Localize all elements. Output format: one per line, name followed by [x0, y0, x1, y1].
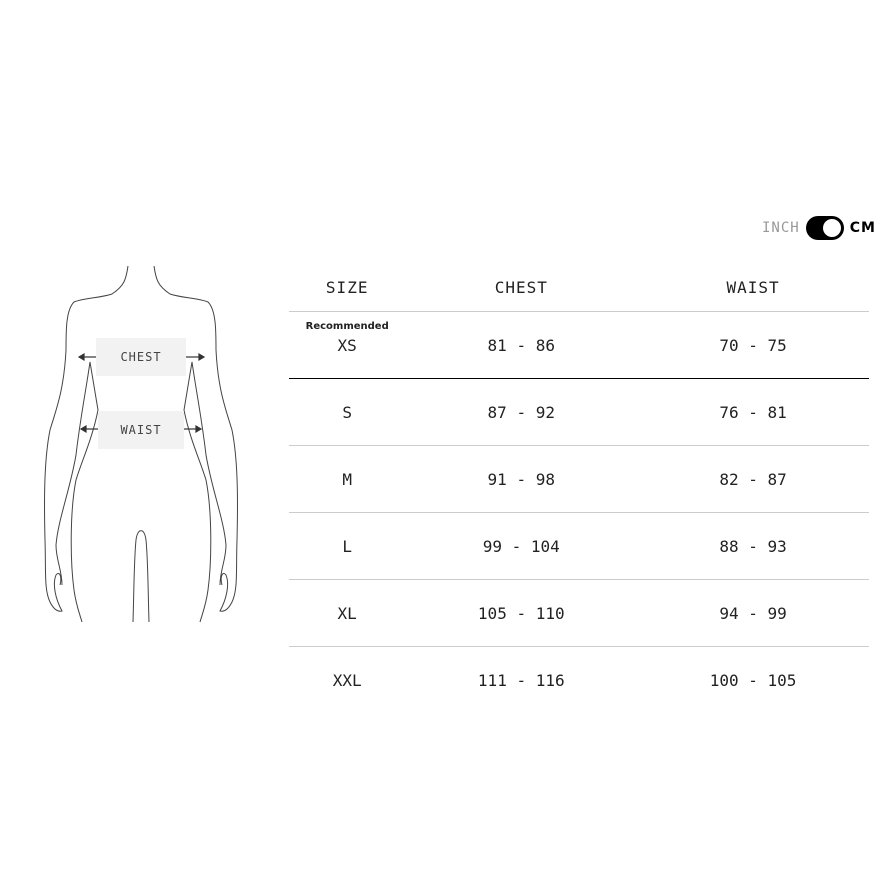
cell-waist: 76 - 81 — [637, 378, 869, 446]
cell-chest: 111 - 116 — [405, 647, 637, 714]
unit-cm-label[interactable]: CM — [849, 220, 876, 236]
waist-value: 70 - 75 — [719, 335, 787, 355]
size-chart-table: SIZE CHEST WAIST Recommended XS 81 - 86 70 … — [289, 264, 869, 713]
chest-measure-label: CHEST — [96, 338, 186, 376]
waist-value: 88 - 93 — [719, 536, 787, 556]
size-value: XL — [337, 603, 357, 623]
cell-size: L — [289, 512, 406, 580]
size-value: M — [342, 469, 352, 489]
cell-chest: 99 - 104 — [405, 512, 638, 580]
cell-chest: 105 - 110 — [405, 579, 638, 647]
cell-chest: 81 - 86 — [405, 311, 638, 379]
chest-value: 81 - 86 — [487, 335, 555, 355]
cell-size: S — [289, 378, 406, 446]
cell-chest: 87 - 92 — [405, 378, 638, 446]
table-row: M 91 - 98 82 - 87 — [289, 445, 869, 513]
cell-chest: 91 - 98 — [405, 445, 638, 513]
waist-value: 76 - 81 — [719, 402, 787, 422]
waist-measure-label: WAIST — [98, 411, 184, 449]
table-row: Recommended XS 81 - 86 70 - 75 — [289, 311, 869, 379]
cell-size: XXL — [289, 647, 405, 714]
waist-value: 94 - 99 — [719, 603, 787, 623]
size-value: XXL — [332, 670, 362, 690]
cell-size: M — [289, 445, 406, 513]
chest-value: 87 - 92 — [487, 402, 555, 422]
size-value: L — [342, 536, 352, 556]
chest-value: 111 - 116 — [477, 670, 565, 690]
waist-value: 82 - 87 — [719, 469, 787, 489]
chest-value: 91 - 98 — [487, 469, 555, 489]
cell-waist: 70 - 75 — [637, 311, 869, 379]
cell-size: XL — [289, 579, 406, 647]
chest-value: 105 - 110 — [477, 603, 565, 623]
size-value: S — [342, 402, 352, 422]
cell-waist: 88 - 93 — [637, 512, 869, 580]
toggle-knob — [822, 219, 841, 237]
chest-value: 99 - 104 — [482, 536, 560, 556]
measurement-arrows — [77, 352, 206, 434]
table-row: XL 105 - 110 94 - 99 — [289, 579, 869, 647]
cell-waist: 94 - 99 — [637, 579, 869, 647]
table-row: L 99 - 104 88 - 93 — [289, 512, 869, 580]
unit-inch-label[interactable]: INCH — [762, 220, 800, 236]
unit-toggle-group: INCH CM — [762, 216, 876, 240]
cell-waist: 100 - 105 — [637, 647, 869, 714]
header-waist: WAIST — [637, 264, 869, 312]
table-row: S 87 - 92 76 - 81 — [289, 378, 869, 446]
unit-toggle-switch[interactable] — [805, 216, 844, 240]
header-size: SIZE — [289, 264, 406, 312]
waist-value: 100 - 105 — [709, 670, 797, 690]
body-figure-illustration — [44, 265, 238, 623]
header-chest: CHEST — [405, 264, 638, 312]
cell-size: Recommended XS — [289, 311, 406, 379]
cell-waist: 82 - 87 — [637, 445, 869, 513]
size-value: XS — [337, 335, 357, 355]
table-row: XXL 111 - 116 100 - 105 — [289, 647, 869, 714]
recommended-badge: Recommended — [305, 321, 389, 332]
